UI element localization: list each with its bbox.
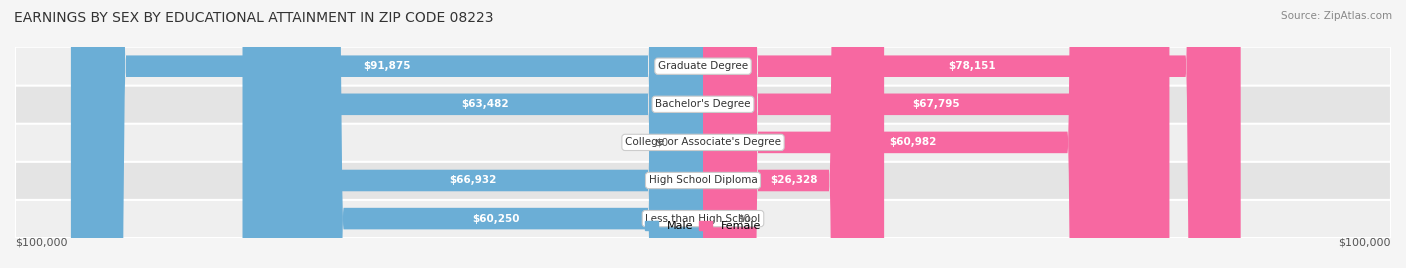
Text: $66,932: $66,932 — [449, 176, 496, 185]
Text: $26,328: $26,328 — [770, 176, 817, 185]
Text: $100,000: $100,000 — [15, 238, 67, 248]
Text: $78,151: $78,151 — [948, 61, 995, 71]
Text: Less than High School: Less than High School — [645, 214, 761, 224]
Text: $0: $0 — [655, 137, 669, 147]
Text: $100,000: $100,000 — [1339, 238, 1391, 248]
Text: $63,482: $63,482 — [461, 99, 509, 109]
Text: $67,795: $67,795 — [912, 99, 960, 109]
Text: $91,875: $91,875 — [363, 61, 411, 71]
Text: High School Diploma: High School Diploma — [648, 176, 758, 185]
Text: Source: ZipAtlas.com: Source: ZipAtlas.com — [1281, 11, 1392, 21]
Text: College or Associate's Degree: College or Associate's Degree — [626, 137, 780, 147]
FancyBboxPatch shape — [266, 0, 703, 268]
FancyBboxPatch shape — [15, 161, 1391, 200]
Text: Bachelor's Degree: Bachelor's Degree — [655, 99, 751, 109]
Text: $0: $0 — [737, 214, 751, 224]
FancyBboxPatch shape — [703, 0, 1170, 268]
Legend: Male, Female: Male, Female — [640, 217, 766, 236]
FancyBboxPatch shape — [703, 0, 1122, 268]
Text: $60,250: $60,250 — [472, 214, 519, 224]
FancyBboxPatch shape — [15, 47, 1391, 86]
FancyBboxPatch shape — [15, 199, 1391, 238]
FancyBboxPatch shape — [15, 123, 1391, 162]
FancyBboxPatch shape — [242, 0, 703, 268]
FancyBboxPatch shape — [288, 0, 703, 268]
Text: EARNINGS BY SEX BY EDUCATIONAL ATTAINMENT IN ZIP CODE 08223: EARNINGS BY SEX BY EDUCATIONAL ATTAINMEN… — [14, 11, 494, 25]
FancyBboxPatch shape — [703, 0, 884, 268]
FancyBboxPatch shape — [15, 85, 1391, 124]
FancyBboxPatch shape — [703, 0, 1240, 268]
FancyBboxPatch shape — [70, 0, 703, 268]
Text: $60,982: $60,982 — [889, 137, 936, 147]
Text: Graduate Degree: Graduate Degree — [658, 61, 748, 71]
